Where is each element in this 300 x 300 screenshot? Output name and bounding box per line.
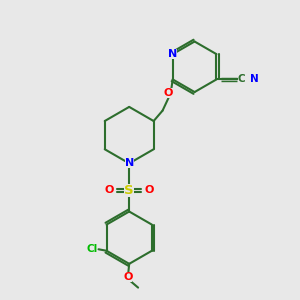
Text: C: C xyxy=(238,74,245,84)
Text: N: N xyxy=(168,49,177,59)
Text: N: N xyxy=(250,74,259,84)
Text: O: O xyxy=(144,185,154,195)
Text: N: N xyxy=(124,158,134,168)
Text: S: S xyxy=(124,184,134,196)
Text: O: O xyxy=(164,88,173,98)
Text: O: O xyxy=(105,185,114,195)
Text: O: O xyxy=(123,272,132,282)
Text: Cl: Cl xyxy=(86,244,97,254)
